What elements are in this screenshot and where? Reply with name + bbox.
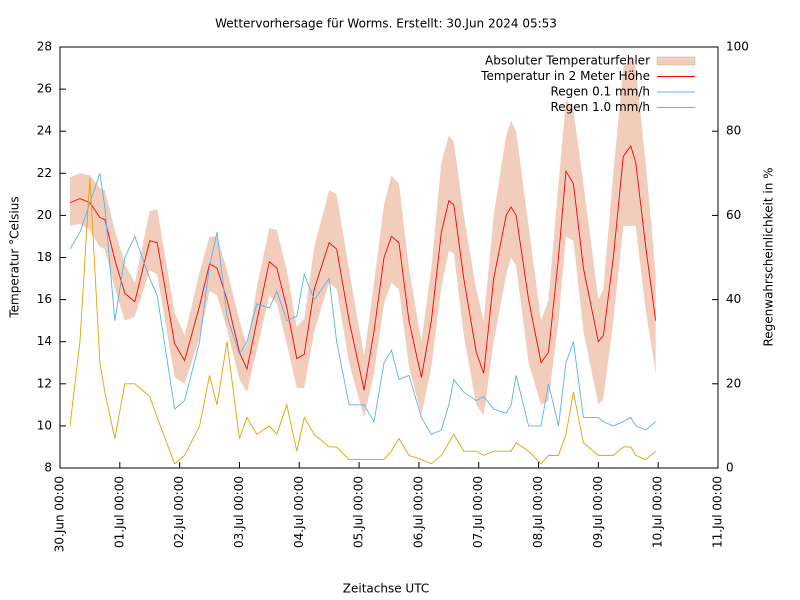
y2-tick-label: 80 [726,124,741,138]
y-tick-label: 24 [37,124,52,138]
y2-axis-label: Regenwahrscheinlichkeit in % [762,167,776,346]
y-tick-label: 20 [37,208,52,222]
y2-tick-label: 20 [726,376,741,390]
legend-label: Temperatur in 2 Meter Höhe [480,69,650,83]
x-tick-label: 02.Jul 00:00 [172,476,186,548]
y-tick-label: 28 [37,40,52,54]
y-tick-label: 26 [37,82,52,96]
legend-label: Regen 1.0 mm/h [550,100,650,114]
error-band [69,57,656,418]
x-tick-label: 05.Jul 00:00 [352,476,366,548]
y2-tick-label: 40 [726,292,741,306]
plot-area [69,57,657,465]
x-tick-label: 11.Jul 00:00 [711,476,725,548]
legend-label: Absoluter Temperaturfehler [485,54,650,68]
y-tick-label: 22 [37,166,52,180]
series-line [69,144,657,391]
x-tick-label: 06.Jul 00:00 [411,476,425,548]
y-tick-label: 14 [37,334,52,348]
y2-tick-label: 100 [726,40,749,54]
series-line [69,177,656,465]
series-line [69,173,656,435]
x-axis-label: Zeitachse UTC [343,582,429,596]
x-tick-label: 04.Jul 00:00 [292,476,306,548]
x-tick-label: 09.Jul 00:00 [591,476,605,548]
x-tick-label: 07.Jul 00:00 [471,476,485,548]
x-tick-label: 30.Jun 00:00 [53,476,67,552]
y-tick-label: 18 [37,250,52,264]
x-tick-label: 08.Jul 00:00 [531,476,545,548]
y-tick-label: 12 [37,376,52,390]
y2-tick-label: 0 [726,461,734,475]
y2-tick-label: 60 [726,208,741,222]
y-axis-label: Temperatur °Celsius [8,196,22,318]
x-tick-label: 03.Jul 00:00 [232,476,246,548]
x-tick-label: 01.Jul 00:00 [112,476,126,548]
y-tick-label: 10 [37,418,52,432]
chart-title: Wettervorhersage für Worms. Erstellt: 30… [215,17,557,31]
legend-label: Regen 0.1 mm/h [550,85,650,99]
y-tick-label: 8 [44,461,52,475]
legend-swatch [656,56,696,66]
y-tick-label: 16 [37,292,52,306]
x-tick-label: 10.Jul 00:00 [651,476,665,548]
